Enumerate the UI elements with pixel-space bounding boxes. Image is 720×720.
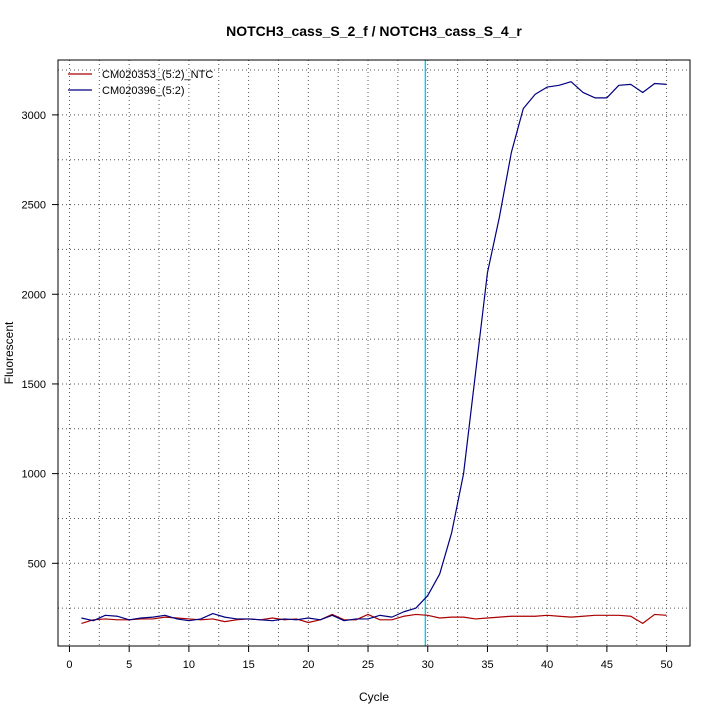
- y-tick-label: 2500: [22, 200, 46, 212]
- x-tick-label: 15: [242, 659, 254, 671]
- grid: [58, 60, 690, 646]
- series-line-2: [81, 81, 667, 622]
- x-tick-label: 50: [660, 659, 672, 671]
- x-axis-label: Cycle: [359, 690, 389, 704]
- x-tick-label: 25: [362, 659, 374, 671]
- x-tick-label: 40: [541, 659, 553, 671]
- y-axis-label: Fluorescent: [2, 321, 16, 384]
- y-axis: 500 1000 1500 2000 2500 3000: [22, 110, 58, 570]
- x-tick-label: 20: [302, 659, 314, 671]
- y-tick-label: 1000: [22, 469, 46, 481]
- plot-frame: [57, 59, 691, 647]
- series-layer: [81, 81, 667, 625]
- chart-title: NOTCH3_cass_S_2_f / NOTCH3_cass_S_4_r: [226, 23, 522, 39]
- legend-label-1: CM020353_(5:2)_NTC: [102, 69, 213, 81]
- legend-label-2: CM020396_(5:2): [102, 85, 185, 97]
- y-tick-label: 3000: [22, 110, 46, 122]
- x-tick-label: 30: [422, 659, 434, 671]
- y-tick-label: 500: [28, 558, 46, 570]
- y-tick-label: 2000: [22, 289, 46, 301]
- x-axis: 0 5 10 15 20 25 30 35 40 45 50: [66, 646, 673, 671]
- x-tick-label: 35: [481, 659, 493, 671]
- x-tick-label: 45: [601, 659, 613, 671]
- x-tick-label: 10: [183, 659, 195, 671]
- legend: CM020353_(5:2)_NTC CM020396_(5:2): [68, 69, 213, 97]
- y-tick-label: 1500: [22, 379, 46, 391]
- x-tick-label: 0: [66, 659, 72, 671]
- x-tick-label: 5: [126, 659, 132, 671]
